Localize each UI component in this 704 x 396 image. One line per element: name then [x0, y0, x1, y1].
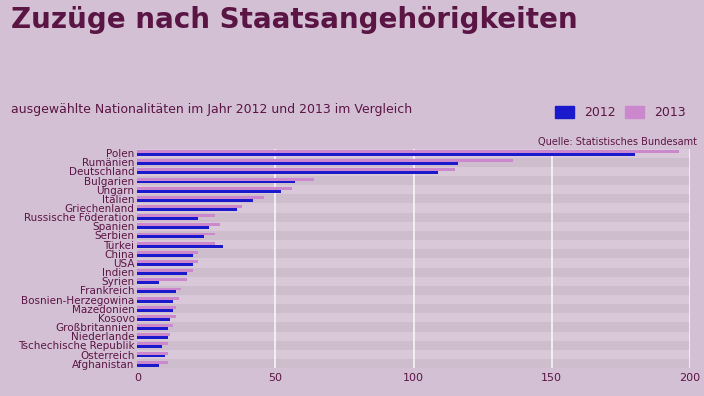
Bar	[137, 150, 679, 153]
Bar	[137, 213, 690, 222]
Bar	[137, 281, 159, 284]
Bar	[137, 232, 215, 236]
Bar	[137, 185, 690, 194]
Bar	[137, 318, 170, 321]
Bar	[137, 295, 690, 304]
Text: ausgewählte Nationalitäten im Jahr 2012 und 2013 im Vergleich: ausgewählte Nationalitäten im Jahr 2012 …	[11, 103, 412, 116]
Bar	[137, 214, 215, 217]
Bar	[137, 153, 635, 156]
Bar	[137, 259, 690, 268]
Bar	[137, 199, 253, 202]
Bar	[137, 345, 162, 348]
Bar	[137, 364, 159, 367]
Bar	[137, 354, 165, 358]
Bar	[137, 272, 187, 275]
Bar	[137, 286, 690, 295]
Bar	[137, 162, 458, 165]
Bar	[137, 315, 176, 318]
Bar	[137, 190, 281, 192]
Bar	[137, 341, 690, 350]
Bar	[137, 181, 295, 183]
Bar	[137, 251, 198, 254]
Bar	[137, 359, 690, 368]
Bar	[137, 245, 223, 248]
Bar	[137, 194, 690, 204]
Bar	[137, 205, 242, 208]
Bar	[137, 208, 237, 211]
Bar	[137, 176, 690, 185]
Bar	[137, 304, 690, 313]
Bar	[137, 196, 265, 199]
Bar	[137, 240, 690, 249]
Bar	[137, 168, 455, 171]
Bar	[137, 361, 168, 364]
Text: Zuzüge nach Staatsangehörigkeiten: Zuzüge nach Staatsangehörigkeiten	[11, 6, 577, 34]
Bar	[137, 277, 690, 286]
Bar	[137, 204, 690, 213]
Bar	[137, 260, 198, 263]
Bar	[137, 268, 690, 277]
Bar	[137, 263, 192, 266]
Bar	[137, 236, 203, 238]
Text: Quelle: Statistisches Bundesamt: Quelle: Statistisches Bundesamt	[538, 137, 697, 147]
Bar	[137, 350, 690, 359]
Bar	[137, 300, 173, 303]
Bar	[137, 249, 690, 259]
Bar	[137, 336, 168, 339]
Bar	[137, 269, 192, 272]
Bar	[137, 333, 170, 336]
Bar	[137, 343, 168, 345]
Bar	[137, 332, 690, 341]
Bar	[137, 222, 690, 231]
Bar	[137, 187, 292, 190]
Bar	[137, 254, 192, 257]
Bar	[137, 231, 690, 240]
Bar	[137, 227, 209, 229]
Bar	[137, 171, 439, 174]
Bar	[137, 158, 690, 167]
Bar	[137, 352, 168, 354]
Bar	[137, 159, 513, 162]
Bar	[137, 327, 168, 330]
Bar	[137, 217, 198, 220]
Bar	[137, 242, 215, 245]
Bar	[137, 306, 176, 309]
Bar	[137, 278, 187, 281]
Bar	[137, 223, 220, 227]
Bar	[137, 297, 179, 300]
Bar	[137, 178, 314, 181]
Bar	[137, 287, 182, 290]
Bar	[137, 324, 173, 327]
Bar	[137, 322, 690, 332]
Bar	[137, 290, 176, 293]
Bar	[137, 148, 690, 158]
Bar	[137, 167, 690, 176]
Bar	[137, 309, 173, 312]
Bar	[137, 313, 690, 322]
Legend: 2012, 2013: 2012, 2013	[550, 101, 691, 124]
